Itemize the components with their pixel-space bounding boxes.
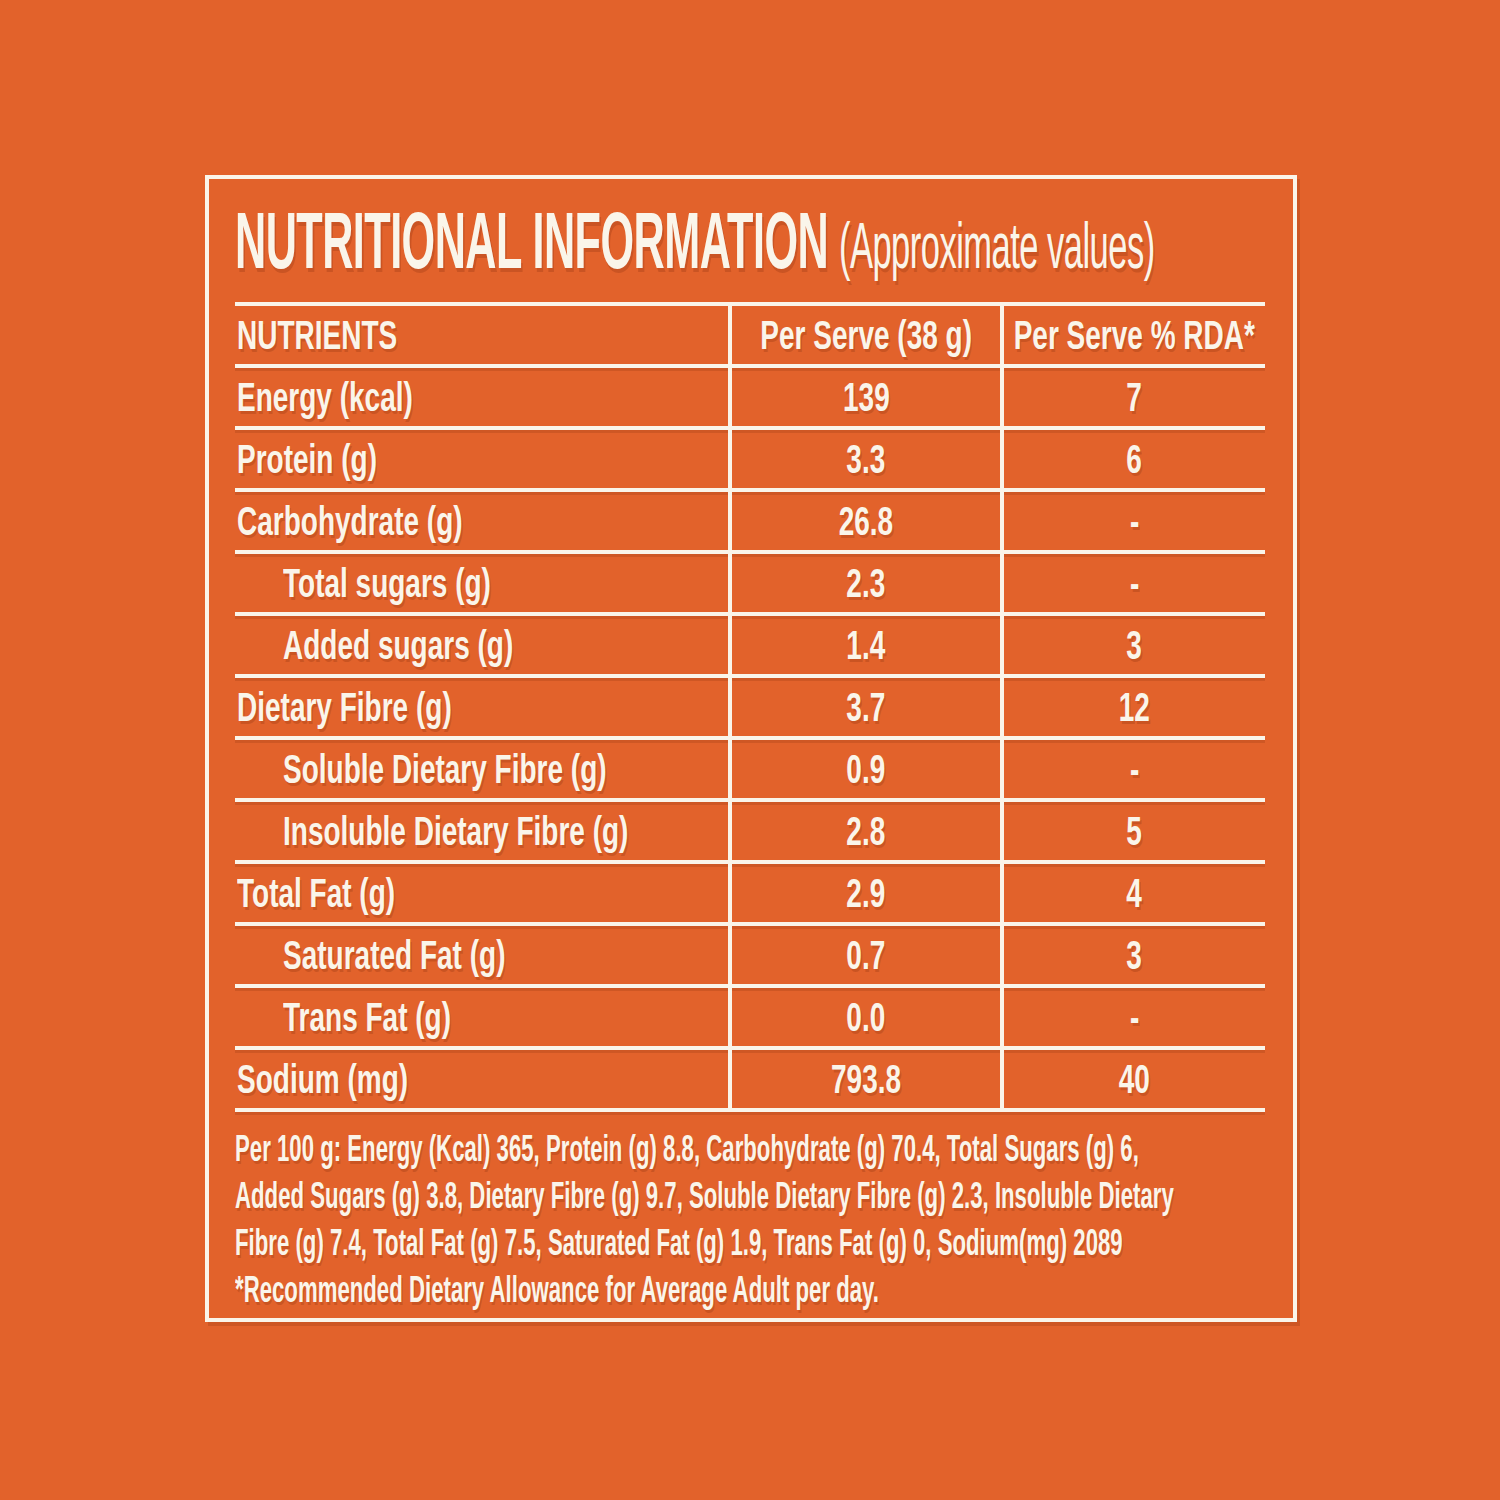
nutrient-label: Protein (g) [237, 439, 377, 479]
table-row-added-sugars: Added sugars (g) 1.4 3 [235, 616, 1265, 678]
per-serve-value: 26.8 [839, 501, 894, 541]
header-label-per-serve: Per Serve (38 g) [760, 315, 972, 355]
table-row-energy: Energy (kcal) 139 7 [235, 368, 1265, 430]
nutrient-label: Insoluble Dietary Fibre (g) [283, 811, 628, 851]
nutrition-table: NUTRIENTS Per Serve (38 g) Per Serve % R… [235, 302, 1265, 1112]
nutrient-label: Energy (kcal) [237, 377, 413, 417]
per-serve-value: 793.8 [831, 1059, 901, 1099]
footnote: Per 100 g: Energy (Kcal) 365, Protein (g… [235, 1125, 1265, 1313]
header-label-rda: Per Serve % RDA* [1014, 315, 1255, 355]
table-row-insoluble-fibre: Insoluble Dietary Fibre (g) 2.8 5 [235, 802, 1265, 864]
nutrient-label: Total sugars (g) [283, 563, 491, 603]
footnote-line: *Recommended Dietary Allowance for Avera… [235, 1266, 1265, 1313]
per-serve-value: 2.9 [847, 873, 886, 913]
nutrient-label: Added sugars (g) [283, 625, 513, 665]
nutrient-label: Dietary Fibre (g) [237, 687, 452, 727]
table-row-dietary-fibre: Dietary Fibre (g) 3.7 12 [235, 678, 1265, 740]
rda-value: 3 [1127, 625, 1143, 665]
per-serve-value: 2.8 [847, 811, 886, 851]
nutrient-label: Sodium (mg) [237, 1059, 408, 1099]
footnote-line: Per 100 g: Energy (Kcal) 365, Protein (g… [235, 1125, 1265, 1172]
header-cell-nutrients: NUTRIENTS [235, 306, 728, 364]
table-row-saturated-fat: Saturated Fat (g) 0.7 3 [235, 926, 1265, 988]
header-cell-rda: Per Serve % RDA* [1000, 306, 1265, 364]
header-label-nutrients: NUTRIENTS [237, 315, 397, 355]
table-row-soluble-fibre: Soluble Dietary Fibre (g) 0.9 - [235, 740, 1265, 802]
rda-value: 6 [1127, 439, 1143, 479]
per-serve-value: 0.9 [847, 749, 886, 789]
table-row-carbohydrate: Carbohydrate (g) 26.8 - [235, 492, 1265, 554]
panel-frame: NUTRITIONAL INFORMATION (Approximate val… [205, 175, 1297, 1322]
footnote-line: Fibre (g) 7.4, Total Fat (g) 7.5, Satura… [235, 1219, 1265, 1266]
per-serve-value: 0.7 [847, 935, 886, 975]
rda-value: - [1130, 501, 1139, 541]
header-cell-per-serve: Per Serve (38 g) [728, 306, 1000, 364]
per-serve-value: 139 [843, 377, 890, 417]
per-serve-value: 0.0 [847, 997, 886, 1037]
table-header-row: NUTRIENTS Per Serve (38 g) Per Serve % R… [235, 306, 1265, 368]
nutrient-label: Trans Fat (g) [283, 997, 451, 1037]
nutrition-label: NUTRITIONAL INFORMATION (Approximate val… [0, 0, 1500, 1500]
rda-value: 3 [1127, 935, 1143, 975]
table-row-total-fat: Total Fat (g) 2.9 4 [235, 864, 1265, 926]
nutrient-label: Carbohydrate (g) [237, 501, 463, 541]
footnote-line: Added Sugars (g) 3.8, Dietary Fibre (g) … [235, 1172, 1265, 1219]
page-title: NUTRITIONAL INFORMATION (Approximate val… [235, 201, 1155, 281]
title-text: NUTRITIONAL INFORMATION [235, 201, 828, 281]
title-suffix-text: (Approximate values) [839, 214, 1155, 278]
per-serve-value: 3.7 [847, 687, 886, 727]
rda-value: - [1130, 563, 1139, 603]
table-row-total-sugars: Total sugars (g) 2.3 - [235, 554, 1265, 616]
per-serve-value: 3.3 [847, 439, 886, 479]
rda-value: 12 [1119, 687, 1150, 727]
nutrient-label: Saturated Fat (g) [283, 935, 505, 975]
rda-value: 4 [1127, 873, 1143, 913]
table-row-sodium: Sodium (mg) 793.8 40 [235, 1050, 1265, 1112]
rda-value: - [1130, 997, 1139, 1037]
table-row-protein: Protein (g) 3.3 6 [235, 430, 1265, 492]
rda-value: 40 [1119, 1059, 1150, 1099]
per-serve-value: 2.3 [847, 563, 886, 603]
rda-value: 7 [1127, 377, 1143, 417]
nutrient-label: Soluble Dietary Fibre (g) [283, 749, 607, 789]
nutrient-label: Total Fat (g) [237, 873, 395, 913]
per-serve-value: 1.4 [847, 625, 886, 665]
table-row-trans-fat: Trans Fat (g) 0.0 - [235, 988, 1265, 1050]
rda-value: 5 [1127, 811, 1143, 851]
rda-value: - [1130, 749, 1139, 789]
